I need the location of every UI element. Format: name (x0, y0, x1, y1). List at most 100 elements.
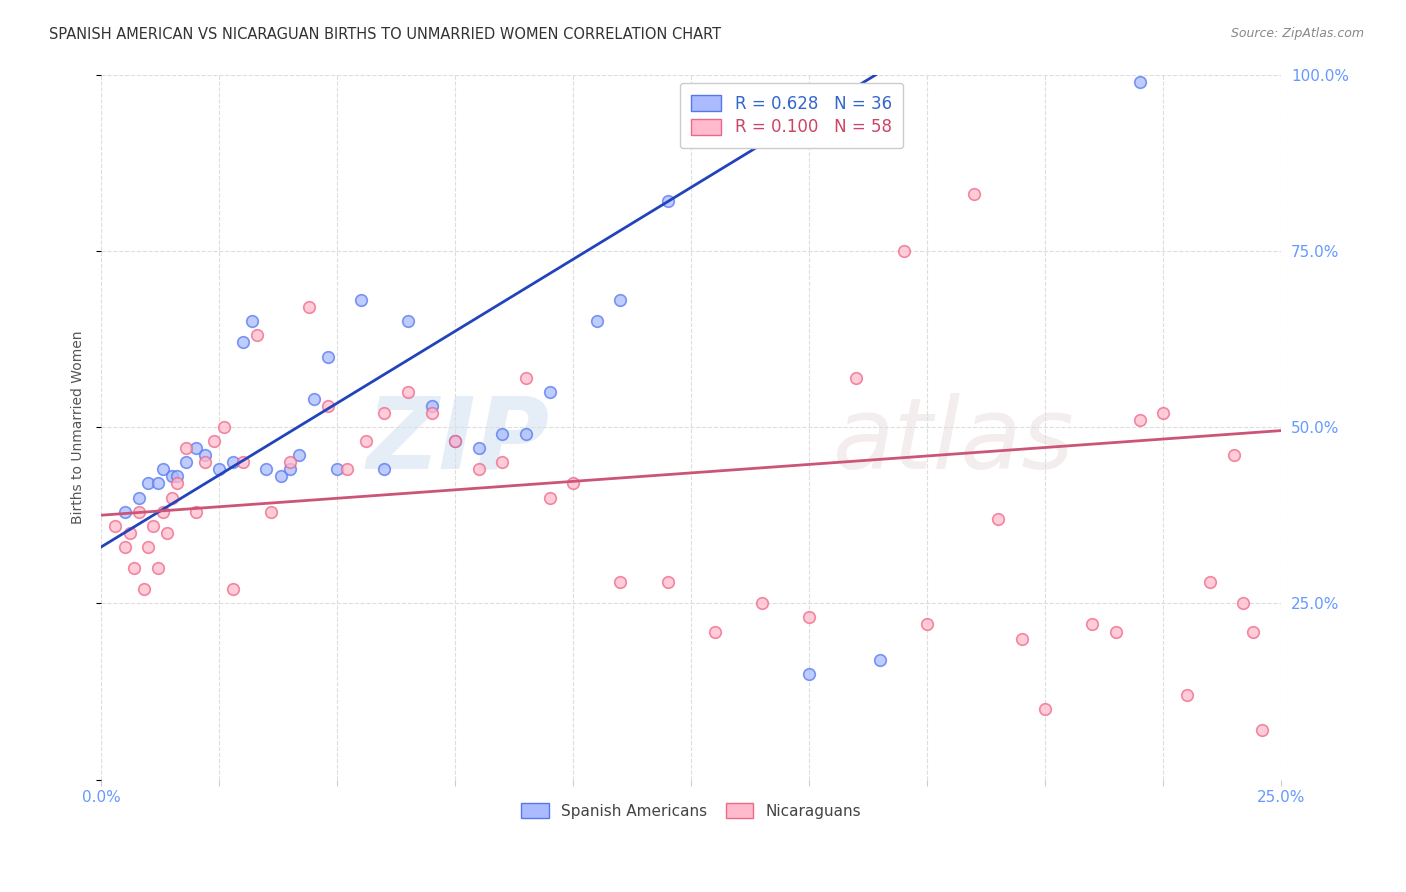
Point (396, 384, 419, 399)
Point (515, 370, 537, 384)
Point (562, 476, 585, 491)
Point (1175, 688, 1198, 702)
Point (146, 561, 169, 575)
Point (468, 441, 491, 455)
Point (1152, 406, 1174, 420)
Point (373, 462, 395, 476)
Point (420, 399, 443, 413)
Text: atlas: atlas (832, 392, 1074, 490)
Point (114, 540, 136, 554)
Point (797, 610, 820, 624)
Point (222, 455, 245, 469)
Y-axis label: Births to Unmarried Women: Births to Unmarried Women (72, 330, 86, 524)
Point (212, 420, 235, 434)
Point (869, 653, 891, 667)
Point (166, 476, 188, 491)
Point (138, 476, 160, 491)
Point (270, 469, 292, 483)
Point (184, 441, 207, 455)
Point (609, 293, 631, 307)
Point (336, 462, 359, 476)
Point (194, 448, 217, 462)
Point (491, 455, 513, 469)
Point (152, 505, 174, 519)
Point (128, 491, 150, 505)
Point (194, 455, 217, 469)
Point (1232, 596, 1254, 610)
Point (609, 575, 631, 590)
Point (987, 512, 1010, 526)
Point (1011, 632, 1033, 646)
Point (1223, 448, 1246, 462)
Point (288, 448, 311, 462)
Text: ZIP: ZIP (367, 392, 550, 490)
Point (174, 441, 197, 455)
Point (350, 293, 373, 307)
Point (138, 540, 160, 554)
Point (444, 434, 467, 449)
Point (444, 434, 467, 449)
Point (298, 300, 321, 314)
Point (1199, 575, 1222, 590)
Point (1081, 617, 1104, 632)
Point (118, 525, 141, 540)
Point (354, 434, 377, 449)
Point (232, 455, 254, 469)
Point (240, 314, 263, 328)
Point (326, 462, 349, 476)
Point (893, 244, 915, 258)
Point (278, 462, 301, 476)
Point (146, 476, 169, 491)
Point (1241, 624, 1264, 639)
Point (260, 505, 283, 519)
Point (657, 194, 679, 209)
Point (114, 505, 136, 519)
Point (373, 406, 395, 420)
Point (278, 455, 301, 469)
Point (316, 399, 339, 413)
Point (751, 596, 773, 610)
Point (491, 427, 513, 442)
Legend: Spanish Americans, Nicaraguans: Spanish Americans, Nicaraguans (515, 797, 868, 825)
Point (657, 575, 679, 590)
Point (585, 314, 607, 328)
Point (128, 505, 150, 519)
Point (302, 392, 325, 406)
Point (797, 666, 820, 681)
Point (174, 455, 197, 469)
Point (1033, 702, 1056, 716)
Point (246, 328, 269, 343)
Point (160, 491, 183, 505)
Point (156, 525, 179, 540)
Point (132, 582, 155, 597)
Point (166, 469, 188, 483)
Point (420, 406, 443, 420)
Point (396, 314, 419, 328)
Text: Source: ZipAtlas.com: Source: ZipAtlas.com (1230, 27, 1364, 40)
Point (204, 434, 226, 449)
Point (232, 335, 254, 350)
Point (184, 505, 207, 519)
Point (122, 561, 145, 575)
Point (316, 350, 339, 364)
Point (254, 462, 277, 476)
Point (963, 187, 986, 202)
Point (538, 491, 561, 505)
Point (703, 624, 725, 639)
Point (1251, 723, 1274, 738)
Point (160, 469, 183, 483)
Point (1128, 74, 1150, 88)
Point (515, 427, 537, 442)
Point (845, 370, 868, 384)
Point (915, 617, 938, 632)
Point (208, 462, 231, 476)
Point (222, 582, 245, 597)
Point (1128, 413, 1150, 427)
Text: SPANISH AMERICAN VS NICARAGUAN BIRTHS TO UNMARRIED WOMEN CORRELATION CHART: SPANISH AMERICAN VS NICARAGUAN BIRTHS TO… (49, 27, 721, 42)
Point (152, 462, 174, 476)
Point (538, 384, 561, 399)
Point (142, 518, 165, 533)
Point (468, 462, 491, 476)
Point (1105, 624, 1128, 639)
Point (104, 518, 127, 533)
